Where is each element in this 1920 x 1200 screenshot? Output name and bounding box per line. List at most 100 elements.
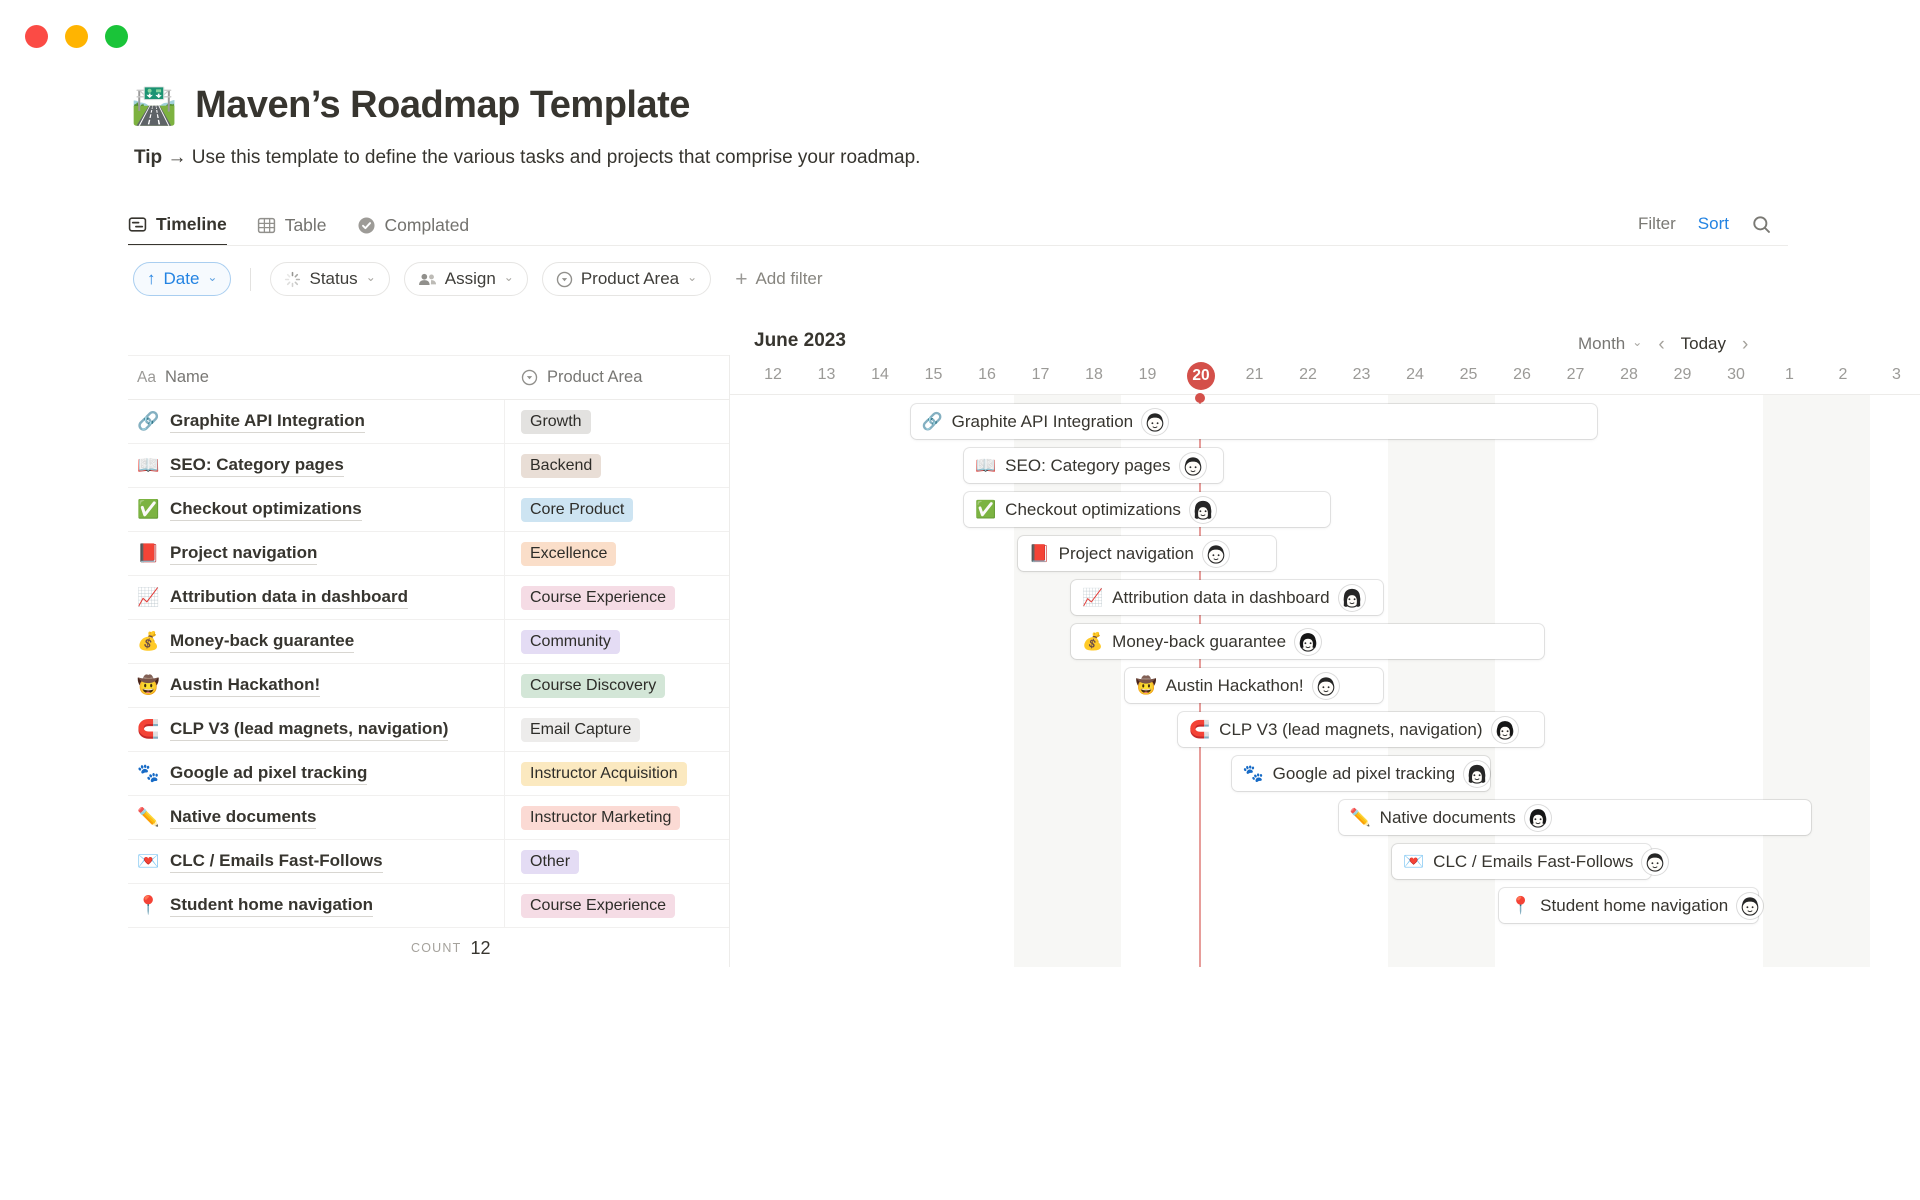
gantt-bar[interactable]: 📍 Student home navigation [1499,888,1764,923]
timeline-date: 15 [924,366,943,383]
tab-timeline[interactable]: Timeline [128,204,227,246]
table-row: 🤠 Austin Hackathon! Course Discovery [128,664,729,708]
task-name: CLC / Emails Fast-Follows [170,851,383,873]
task-emoji: ✏️ [1349,807,1371,827]
chevron-down-icon: ⌄ [365,270,376,284]
task-name-cell[interactable]: 📍 Student home navigation [128,884,505,927]
window-zoom-button[interactable] [105,25,128,48]
gantt-bar[interactable]: 💰 Money-back guarantee [1071,624,1544,659]
task-name-cell[interactable]: 💰 Money-back guarantee [128,620,505,663]
timeline-date: 24 [1406,366,1424,383]
timeline-next-button[interactable]: › [1742,333,1749,355]
task-name-cell[interactable]: 📈 Attribution data in dashboard [128,576,505,619]
task-name: Student home navigation [170,895,374,917]
column-header-product-area[interactable]: Product Area [505,368,729,387]
timeline-zoom-select[interactable]: Month ⌄ [1578,334,1642,354]
task-label: Native documents [1379,807,1516,827]
timeline-date: 25 [1459,366,1478,383]
weekend-band [1441,395,1495,967]
task-name: Graphite API Integration [170,411,365,433]
product-area-cell[interactable]: Instructor Marketing [505,805,681,830]
task-name-cell[interactable]: 🧲 CLP V3 (lead magnets, navigation) [128,708,505,751]
timeline-date: 27 [1566,366,1585,383]
column-header-name[interactable]: Aa Name [128,368,505,387]
window-minimize-button[interactable] [65,25,88,48]
filter-chip-assign[interactable]: Assign ⌄ [403,262,528,296]
product-area-tag: Other [521,849,580,874]
task-name-cell[interactable]: ✅ Checkout optimizations [128,488,505,531]
task-name: Attribution data in dashboard [170,587,408,609]
gantt-bar[interactable]: 💌 CLC / Emails Fast-Follows [1392,844,1669,879]
sort-button[interactable]: Sort [1697,214,1729,233]
gantt-bar[interactable]: 🐾 Google ad pixel tracking [1231,756,1491,791]
sort-date-label: Date [163,269,200,288]
product-area-cell[interactable]: Instructor Acquisition [505,761,687,786]
task-name: Project navigation [170,543,318,565]
table-rows: 🔗 Graphite API Integration Growth 📖 SEO:… [128,400,729,928]
task-name-cell[interactable]: 📖 SEO: Category pages [128,444,505,487]
sort-date-chip[interactable]: ↑ Date ⌄ [133,262,232,296]
task-name-cell[interactable]: 📕 Project navigation [128,532,505,575]
product-area-cell[interactable]: Course Experience [505,585,676,610]
product-area-cell[interactable]: Email Capture [505,717,641,742]
timeline-date: 28 [1620,366,1638,383]
gantt-bar[interactable]: 📈 Attribution data in dashboard [1071,580,1383,615]
task-emoji: 📈 [1082,587,1104,607]
product-area-tag: Course Experience [521,893,676,918]
timeline-prev-button[interactable]: ‹ [1658,333,1665,355]
gantt-bar[interactable]: 🧲 CLP V3 (lead magnets, navigation) [1178,712,1544,747]
task-name: Google ad pixel tracking [170,763,368,785]
task-label: CLC / Emails Fast-Follows [1433,851,1634,871]
table-row: 💌 CLC / Emails Fast-Follows Other [128,840,729,884]
product-area-cell[interactable]: Excellence [505,541,617,566]
product-area-cell[interactable]: Core Product [505,497,634,522]
filter-chip-assign-label: Assign [444,269,496,288]
gantt-bar[interactable]: 🤠 Austin Hackathon! [1124,668,1383,703]
add-filter-button[interactable]: + Add filter [735,269,822,290]
assignee-avatar [1338,584,1365,611]
timeline-icon [128,215,147,234]
gantt-bar[interactable]: 📖 SEO: Category pages [964,448,1223,483]
gantt-bar[interactable]: ✅ Checkout optimizations [964,492,1330,527]
task-emoji: 📍 [137,895,160,915]
product-area-cell[interactable]: Backend [505,453,602,478]
table-row: 🔗 Graphite API Integration Growth [128,400,729,444]
filter-button[interactable]: Filter [1638,214,1676,233]
filter-chip-product-area[interactable]: Product Area ⌄ [541,262,712,296]
timeline-date: 30 [1727,366,1745,383]
task-name-cell[interactable]: 🔗 Graphite API Integration [128,400,505,443]
task-name-cell[interactable]: 💌 CLC / Emails Fast-Follows [128,840,505,883]
task-emoji: 🐾 [1242,763,1264,783]
timeline-date: 23 [1352,366,1371,383]
search-icon[interactable] [1751,214,1772,235]
window-close-button[interactable] [25,25,48,48]
product-area-cell[interactable]: Other [505,849,580,874]
assign-icon [418,272,437,287]
table-row: 📍 Student home navigation Course Experie… [128,884,729,928]
tab-table[interactable]: Table [257,204,327,246]
product-area-cell[interactable]: Course Experience [505,893,676,918]
timeline-date: 26 [1513,366,1531,383]
roadmap-table: Aa Name Product Area 🔗 Graphite API Inte… [128,355,729,968]
task-name: SEO: Category pages [170,455,344,477]
table-row: 🐾 Google ad pixel tracking Instructor Ac… [128,752,729,796]
product-area-cell[interactable]: Community [505,629,620,654]
tabs-divider [128,245,1788,246]
task-name-cell[interactable]: 🤠 Austin Hackathon! [128,664,505,707]
product-area-cell[interactable]: Growth [505,409,591,434]
timeline-today-button[interactable]: Today [1680,334,1727,353]
product-area-cell[interactable]: Course Discovery [505,673,666,698]
gantt-bar[interactable]: ✏️ Native documents [1338,800,1811,835]
page-title[interactable]: Maven’s Roadmap Template [195,84,690,126]
check-circle-icon [357,216,376,235]
gantt-bar[interactable]: 📕 Project navigation [1017,536,1276,571]
task-name-cell[interactable]: 🐾 Google ad pixel tracking [128,752,505,795]
task-name-cell[interactable]: ✏️ Native documents [128,796,505,839]
tab-complated[interactable]: Complated [357,204,469,246]
gantt-bar[interactable]: 🔗 Graphite API Integration [910,404,1597,439]
text-type-icon: Aa [137,368,156,386]
product-area-tag: Instructor Marketing [521,805,681,830]
timeline-header-divider [729,394,1920,395]
filter-chip-status[interactable]: Status ⌄ [270,262,390,296]
timeline-date: 13 [817,366,836,383]
